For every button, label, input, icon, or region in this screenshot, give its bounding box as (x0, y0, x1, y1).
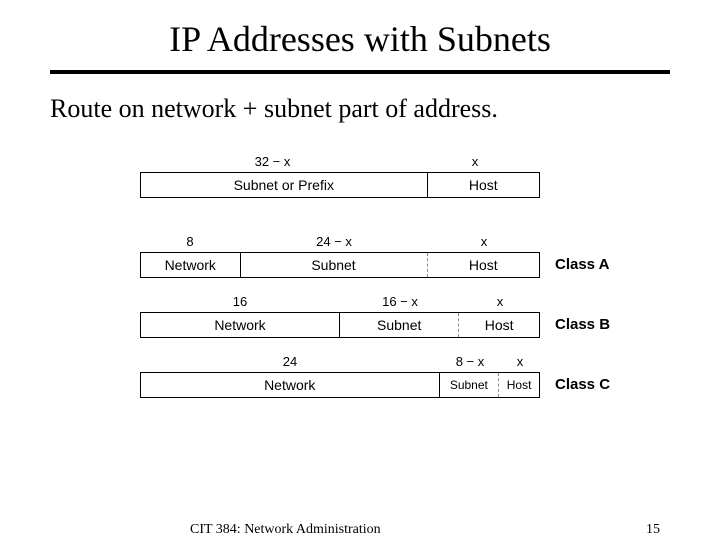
classB-label-right: x (460, 294, 540, 309)
classA-label-right: x (428, 234, 540, 249)
classB-label-mid: 16 − x (340, 294, 460, 309)
slide-subtitle: Route on network + subnet part of addres… (0, 94, 720, 154)
classA-seg-host: Host (428, 253, 539, 277)
classC-label-right: x (500, 354, 540, 369)
diagram-area: 32 − x x Subnet or Prefix Host 8 24 − x … (80, 154, 640, 464)
prefix-label-right: x (440, 154, 510, 169)
prefix-bar: Subnet or Prefix Host (140, 172, 540, 198)
classB-seg-network: Network (141, 313, 340, 337)
classC-label: Class C (555, 376, 610, 393)
classB-label: Class B (555, 316, 610, 333)
classA-label: Class A (555, 256, 609, 273)
prefix-label-left: 32 − x (160, 154, 385, 169)
classA-seg-subnet: Subnet (241, 253, 428, 277)
footer-page-number: 15 (646, 522, 660, 538)
footer-course: CIT 384: Network Administration (190, 522, 381, 538)
classC-label-left: 24 (140, 354, 440, 369)
classA-label-left: 8 (140, 234, 240, 249)
classA-bar: Network Subnet Host (140, 252, 540, 278)
classB-bar: Network Subnet Host (140, 312, 540, 338)
slide-title: IP Addresses with Subnets (0, 0, 720, 70)
title-underline (50, 70, 670, 74)
classC-seg-network: Network (141, 373, 440, 397)
classB-label-left: 16 (140, 294, 340, 309)
classA-seg-network: Network (141, 253, 241, 277)
classC-bar: Network Subnet Host (140, 372, 540, 398)
classC-seg-subnet: Subnet (440, 373, 500, 397)
prefix-seg-host: Host (428, 173, 539, 197)
classC-seg-host: Host (499, 373, 539, 397)
prefix-seg-subnet: Subnet or Prefix (141, 173, 428, 197)
classC-label-mid: 8 − x (440, 354, 500, 369)
classB-seg-subnet: Subnet (340, 313, 459, 337)
classA-label-mid: 24 − x (240, 234, 428, 249)
classB-seg-host: Host (459, 313, 539, 337)
